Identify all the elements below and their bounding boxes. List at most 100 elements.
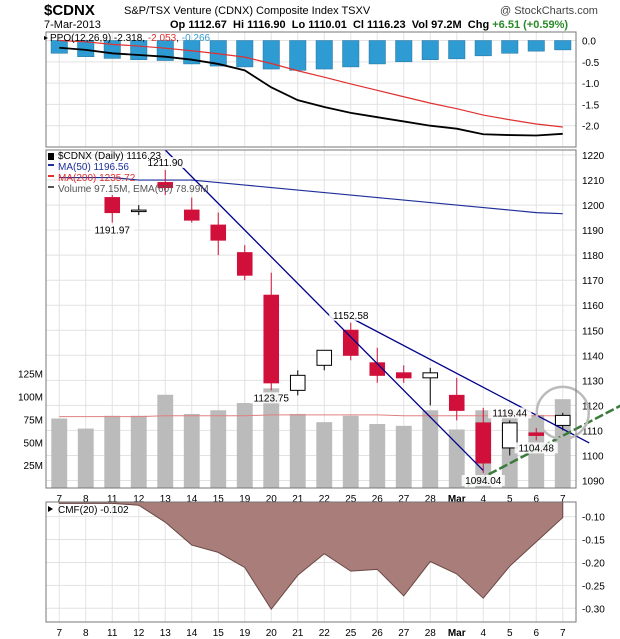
annotation-bg [488,407,532,419]
cmf-tick-label: -0.10 [582,513,605,524]
ppo-signal-line [59,39,563,128]
volume-bar [342,415,359,488]
annotation-bg [329,309,373,321]
x-tick-label: 11 [107,628,118,639]
cmf-legend: CMF(20) -0.102 [58,505,129,516]
x-tick-label: 28 [425,628,437,639]
ppo-line [59,46,563,137]
volume-tick-label: 25M [24,461,43,472]
volume-value: 97.2M [431,19,462,31]
ppo-histogram-bar [474,40,492,57]
volume-bar [316,422,333,488]
x-tick-label: 14 [186,494,198,505]
cmf-tick-label: -0.20 [582,558,605,569]
x-tick-label: 11 [107,494,118,505]
annotation-bg [461,474,505,486]
ppo-legend-part: , [176,33,182,44]
annotation-bg [514,442,558,454]
ppo-histogram-bar [368,40,386,65]
ppo-tick-label: -1.0 [582,79,600,90]
candle-down [395,372,412,379]
ppo-histogram-bar [554,40,572,51]
price-legend-swatch [48,153,54,160]
x-tick-label: 12 [133,628,145,639]
annotation-bg [143,157,187,169]
ppo-legend-part: -0.266 [182,33,211,44]
cmf-legend-marker [48,506,53,512]
close-label: Cl [352,19,364,31]
candle-down [475,422,492,464]
price-panel [46,150,576,488]
volume-bar [289,413,306,488]
price-annotation: 1119.44 [492,408,527,419]
low-value: 1110.01 [308,19,347,31]
x-tick-label: 5 [507,494,513,505]
ppo-legend: PPO(12,26,9) -2.318, -2.053, -0.266 [50,33,211,44]
x-tick-label: 8 [83,628,89,639]
x-tick-label: 28 [425,494,437,505]
x-tick-label: 21 [292,494,304,505]
price-tick-label: 1140 [582,351,604,362]
x-tick-label: 6 [533,494,539,505]
chart-subtitle: S&P/TSX Venture (CDNX) Composite Index T… [124,5,370,17]
cmf-area [58,501,564,611]
chart-date: 7-Mar-2013 [44,19,101,31]
ppo-histogram-bar [527,40,545,52]
candle-up [289,374,306,391]
ppo-histogram-bar [501,40,519,54]
price-annotation: 1104.48 [519,443,555,454]
cmf-tick-label: -0.30 [582,604,605,615]
candle-up [316,349,333,366]
chart-symbol: $CDNX [44,2,95,19]
price-legend-swatch [48,186,54,188]
annotation-bg [249,392,293,404]
x-tick-label: 15 [213,628,225,639]
x-tick-label: 27 [398,628,410,639]
volume-bar [51,418,68,488]
price-tick-label: 1190 [582,226,604,237]
x-tick-label: 25 [345,628,357,639]
volume-tick-label: 75M [24,415,43,426]
x-tick-label: 4 [480,494,486,505]
price-annotation: 1094.04 [465,476,502,487]
volume-bar [77,428,94,488]
x-tick-label: Mar [448,494,466,505]
x-tick-label: 27 [398,494,410,505]
price-tick-label: 1100 [582,451,604,462]
x-tick-label: 13 [160,628,172,639]
ppo-histogram-bar [395,40,413,63]
volume-label: Vol [411,19,429,31]
price-legend-entry: $CDNX (Daily) 1116.23 [58,151,161,162]
change-label: Chg [467,19,490,31]
volume-bar [183,413,200,488]
cmf-frame [45,501,577,623]
ppo-tick-label: -2.0 [582,122,600,133]
volume-tick-label: 100M [18,393,43,404]
ppo-tick-label: 0.0 [582,37,596,48]
x-tick-label: Mar [448,628,466,639]
volume-bar [422,410,439,488]
x-tick-label: 19 [239,628,251,639]
x-tick-label: 12 [133,494,145,505]
ppo-tick-label: -1.5 [582,100,600,111]
volume-bar [104,415,121,488]
volume-bar [210,410,227,488]
x-tick-label: 7 [56,628,62,639]
candle-down [210,224,227,241]
ppo-histogram-bar [156,40,174,61]
open-value: 1112.67 [188,19,227,31]
x-tick-label: 8 [83,494,89,505]
candle-down [448,394,465,411]
x-tick-label: 13 [160,494,172,505]
price-tick-label: 1160 [582,301,604,312]
candle-down [342,329,359,356]
price-annotation: 1211.90 [148,158,184,169]
x-tick-label: 4 [480,628,486,639]
open-label: Op [170,19,186,31]
candle-up [501,422,518,449]
candle-up [554,414,571,426]
x-tick-label: 26 [372,628,384,639]
price-annotation: 1191.97 [95,226,131,237]
x-tick-label: 15 [213,494,225,505]
